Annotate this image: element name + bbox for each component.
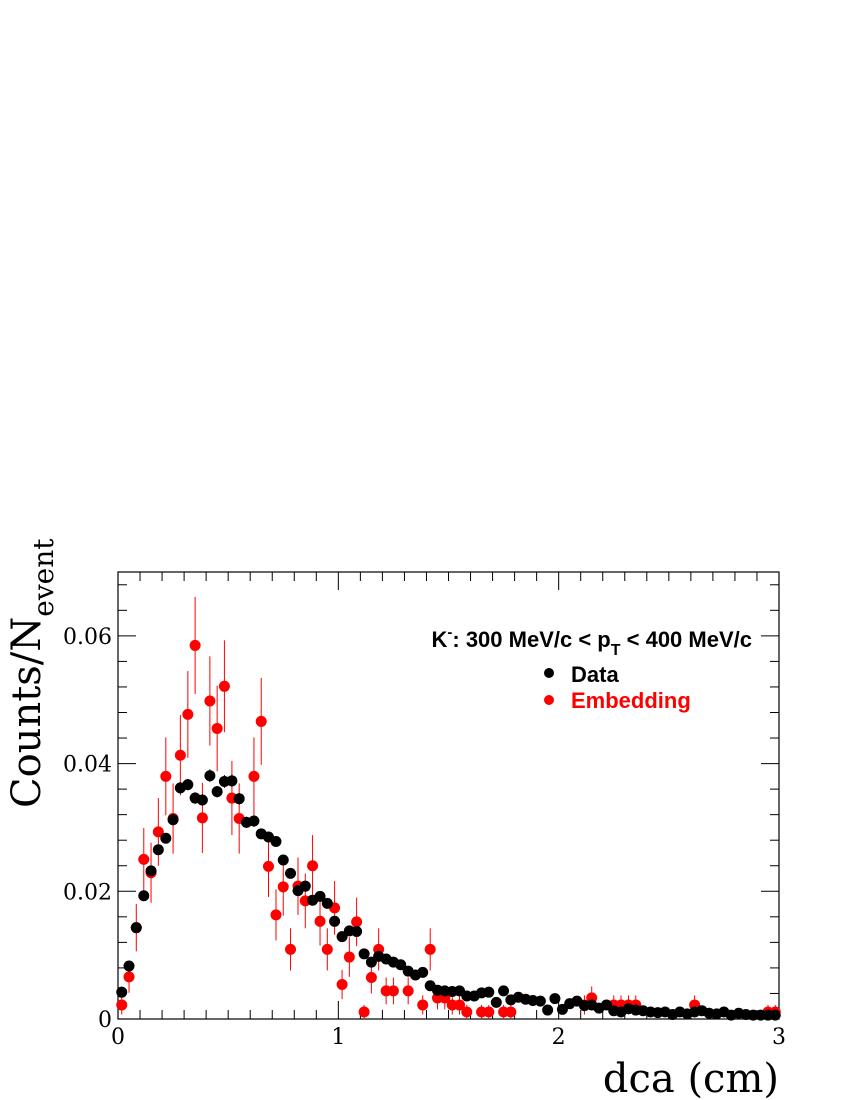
series-embedding: [116, 596, 781, 1019]
embedding-point: [196, 812, 208, 824]
embedding-point: [358, 1006, 370, 1018]
legend-label-data: Data: [571, 662, 619, 687]
data-point: [152, 844, 164, 856]
embedding-point: [424, 943, 436, 955]
data-point: [138, 890, 150, 902]
annotation-pt-subscript: T: [611, 642, 621, 659]
y-tick-label: 0.02: [63, 880, 112, 905]
annotation-particle: K: [431, 627, 447, 652]
data-point: [204, 770, 216, 782]
embedding-point: [505, 1006, 517, 1018]
data-point: [329, 915, 341, 927]
x-tick-label: 1: [331, 1025, 345, 1050]
y-tick-label: 0: [98, 1008, 112, 1033]
embedding-point: [336, 979, 348, 991]
x-tick-label: 0: [111, 1025, 125, 1050]
data-point: [123, 960, 135, 972]
data-point: [534, 995, 546, 1007]
embedding-point: [314, 915, 326, 927]
data-point: [358, 948, 370, 960]
embedding-point: [160, 770, 172, 782]
embedding-point: [218, 680, 230, 692]
data-point: [160, 832, 172, 844]
data-point: [167, 814, 179, 826]
data-point: [299, 880, 311, 892]
data-point: [769, 1009, 781, 1021]
embedding-point: [277, 881, 289, 893]
annotation-range-start: : 300 MeV/c < p: [452, 627, 610, 652]
data-point: [417, 966, 429, 978]
embedding-point: [365, 971, 377, 983]
data-point: [277, 854, 289, 866]
embedding-point: [270, 909, 282, 921]
y-tick-label: 0.06: [63, 625, 112, 650]
data-point: [285, 867, 297, 879]
embedding-point: [483, 1006, 495, 1018]
embedding-point: [138, 853, 150, 865]
embedding-point: [174, 749, 186, 761]
data-point: [248, 815, 260, 827]
embedding-point: [116, 999, 128, 1011]
x-tick-label: 3: [772, 1025, 786, 1050]
embedding-point: [262, 860, 274, 872]
data-point: [196, 794, 208, 806]
embedding-point: [402, 985, 414, 997]
data-point: [395, 959, 407, 971]
embedding-point: [248, 770, 260, 782]
data-point: [490, 996, 502, 1008]
tick-labels: 0 1 2 3 0 0.02 0.04 0.06: [63, 625, 786, 1050]
embedding-point: [343, 951, 355, 963]
embedding-point: [189, 639, 201, 651]
legend-marker-embedding: [544, 695, 554, 705]
annotation-charge: -: [447, 624, 452, 641]
data-point: [182, 779, 194, 791]
data-point: [498, 985, 510, 997]
data-point: [549, 993, 561, 1005]
y-axis-title-main: Counts/N: [4, 617, 50, 808]
embedding-point: [285, 943, 297, 955]
data-point: [321, 897, 333, 909]
embedding-point: [307, 860, 319, 872]
data-point: [483, 986, 495, 998]
data-point: [314, 890, 326, 902]
legend-marker-data: [544, 668, 554, 678]
data-point: [211, 786, 223, 798]
x-tick-label: 2: [552, 1025, 566, 1050]
embedding-point: [152, 826, 164, 838]
embedding-point: [204, 695, 216, 707]
embedding-point: [123, 971, 135, 983]
annotation-range-end: < 400 MeV/c: [621, 627, 752, 652]
data-point: [226, 775, 238, 787]
embedding-point: [255, 715, 267, 727]
series-data: [116, 769, 781, 1021]
embedding-point: [387, 985, 399, 997]
y-tick-label: 0.04: [63, 753, 112, 778]
y-axis-title-subscript: event: [27, 538, 60, 617]
data-point: [233, 793, 245, 805]
x-axis-title: dca (cm): [603, 1056, 779, 1100]
embedding-point: [182, 708, 194, 720]
data-point: [270, 835, 282, 847]
embedding-point: [454, 999, 466, 1011]
data-point: [351, 926, 363, 938]
embedding-point: [351, 916, 363, 928]
data-point: [145, 865, 157, 877]
embedding-point: [461, 1006, 473, 1018]
data-point: [116, 986, 128, 998]
data-point: [130, 922, 142, 934]
legend-label-embedding: Embedding: [571, 688, 691, 713]
embedding-point: [321, 943, 333, 955]
embedding-point: [417, 999, 429, 1011]
y-axis-title: Counts/Nevent: [4, 538, 60, 808]
embedding-point: [211, 722, 223, 734]
annotation-label: K-: 300 MeV/c < pT < 400 MeV/c: [431, 624, 752, 659]
data-point: [542, 1004, 554, 1016]
